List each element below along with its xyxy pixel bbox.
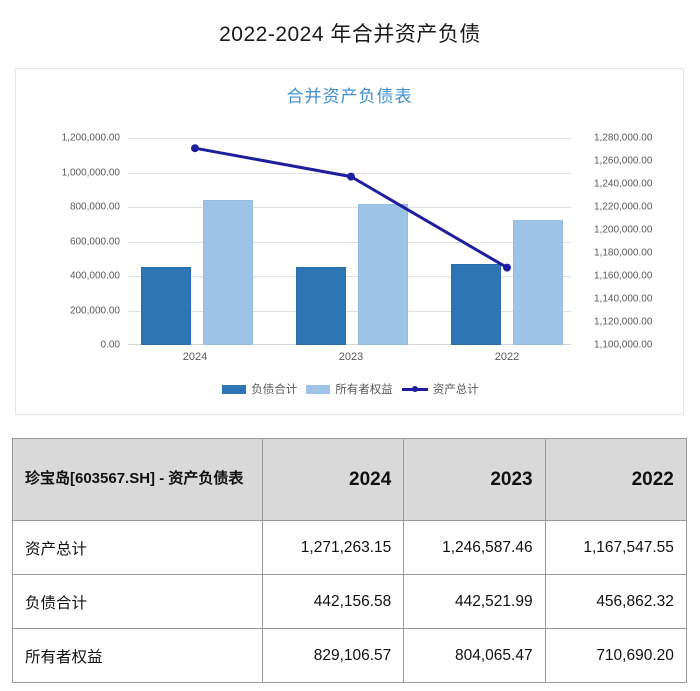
legend-label: 所有者权益 — [335, 384, 393, 396]
legend-swatch-bar-icon — [222, 384, 247, 394]
left-axis-tick: 400,000.00 — [69, 270, 120, 282]
bar-equity-2024[interactable] — [203, 199, 253, 345]
row-label-total-assets: 资产总计 — [12, 520, 263, 575]
left-axis-labels: 1,200,000.00 1,000,000.00 800,000.00 600… — [16, 133, 120, 351]
left-axis-tick: 200,000.00 — [69, 305, 120, 316]
right-axis-tick: 1,220,000.00 — [594, 201, 653, 213]
page-title: 2022-2024 年合并资产负债 — [219, 23, 481, 46]
plot-area — [128, 138, 571, 345]
asset-total-point-2024[interactable] — [191, 144, 199, 153]
bar-liabilities-2023[interactable] — [296, 266, 346, 345]
gridline — [128, 138, 571, 139]
asset-total-line — [194, 146, 508, 269]
left-axis-tick: 1,200,000.00 — [61, 132, 120, 144]
legend-label: 负债合计 — [251, 384, 298, 396]
legend-label: 资产总计 — [432, 384, 479, 396]
left-axis-tick: 800,000.00 — [69, 201, 120, 213]
table-row: 所有者权益 829,106.57 804,065.47 710,690.20 — [12, 628, 687, 683]
cell-total-liabilities-2023: 442,521.99 — [403, 574, 546, 629]
right-axis-tick: 1,100,000.00 — [594, 339, 653, 351]
chart-title: 合并资产负债表 — [286, 87, 413, 106]
left-axis-tick: 600,000.00 — [69, 236, 120, 247]
asset-total-line-series[interactable] — [128, 138, 571, 345]
category-label-2022: 2022 — [494, 351, 520, 363]
cell-total-liabilities-2022: 456,862.32 — [544, 574, 687, 629]
chart-card: 合并资产负债表 1,200,000.00 1,000,000.00 800,00… — [15, 68, 684, 415]
category-axis-line — [128, 344, 571, 345]
cell-total-assets-2024: 1,271,263.15 — [261, 520, 405, 575]
category-axis-labels: 2024 2023 2022 — [128, 351, 571, 367]
gridline — [128, 310, 571, 312]
right-axis-tick: 1,260,000.00 — [594, 155, 653, 167]
cell-owners-equity-2022: 710,690.20 — [544, 628, 687, 683]
table-row: 资产总计 1,271,263.15 1,246,587.46 1,167,547… — [12, 520, 687, 575]
table-row-header-title: 珍宝岛[603567.SH] - 资产负债表 — [12, 438, 263, 521]
right-axis-tick: 1,120,000.00 — [594, 316, 653, 328]
asset-total-point-2023[interactable] — [347, 172, 355, 181]
table-col-header-2023: 2023 — [403, 438, 546, 521]
gridline — [128, 276, 571, 277]
right-axis-tick: 1,240,000.00 — [594, 178, 653, 190]
cell-total-assets-2022: 1,167,547.55 — [544, 520, 687, 575]
right-axis-labels: 1,280,000.00 1,260,000.00 1,240,000.00 1… — [594, 133, 689, 351]
legend-swatch-line-icon — [401, 385, 428, 394]
bar-liabilities-2022[interactable] — [451, 264, 501, 345]
gridline — [128, 241, 571, 243]
row-label-owners-equity: 所有者权益 — [12, 628, 263, 683]
left-axis-tick: 0.00 — [100, 339, 120, 351]
legend-swatch-bar-icon — [306, 384, 331, 394]
table-col-header-2024: 2024 — [261, 438, 405, 521]
legend-item-total-assets[interactable]: 资产总计 — [401, 381, 479, 397]
bar-equity-2023[interactable] — [358, 204, 408, 345]
category-label-2024: 2024 — [182, 351, 208, 363]
legend-item-liabilities[interactable]: 负债合计 — [222, 381, 297, 397]
right-axis-tick: 1,160,000.00 — [594, 270, 653, 282]
cell-total-liabilities-2024: 442,156.58 — [261, 574, 405, 629]
cell-owners-equity-2023: 804,065.47 — [403, 628, 546, 683]
right-axis-tick: 1,280,000.00 — [594, 132, 653, 144]
balance-sheet-table: 珍宝岛[603567.SH] - 资产负债表 2024 2023 2022 资产… — [12, 438, 687, 683]
legend-item-equity[interactable]: 所有者权益 — [306, 381, 393, 397]
asset-total-point-2022[interactable] — [503, 263, 511, 272]
gridline — [128, 207, 571, 208]
bar-equity-2022[interactable] — [513, 220, 563, 345]
cell-total-assets-2023: 1,246,587.46 — [403, 520, 546, 575]
chart-plot-wrapper: 1,200,000.00 1,000,000.00 800,000.00 600… — [16, 69, 685, 416]
row-label-total-liabilities: 负债合计 — [12, 574, 263, 629]
category-label-2023: 2023 — [338, 351, 364, 363]
right-axis-tick: 1,180,000.00 — [594, 247, 653, 259]
cell-owners-equity-2024: 829,106.57 — [261, 628, 405, 683]
table-row: 负债合计 442,156.58 442,521.99 456,862.32 — [12, 574, 687, 629]
chart-legend: 负债合计 所有者权益 资产总计 — [16, 381, 685, 397]
table-header-row: 珍宝岛[603567.SH] - 资产负债表 2024 2023 2022 — [12, 438, 687, 521]
table-col-header-2022: 2022 — [544, 438, 687, 521]
right-axis-tick: 1,140,000.00 — [594, 293, 653, 305]
right-axis-tick: 1,200,000.00 — [594, 224, 653, 236]
bar-liabilities-2024[interactable] — [141, 266, 191, 345]
left-axis-tick: 1,000,000.00 — [61, 167, 120, 178]
